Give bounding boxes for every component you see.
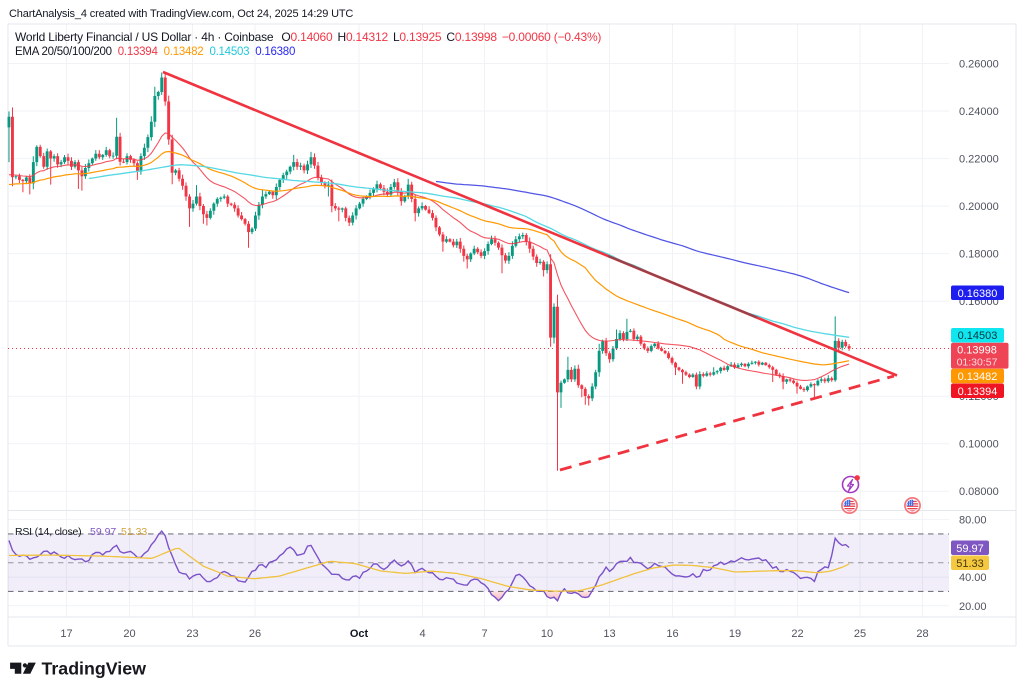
svg-text:23: 23 xyxy=(186,628,198,640)
svg-text:22: 22 xyxy=(791,628,803,640)
svg-text:0.16380: 0.16380 xyxy=(958,288,998,300)
svg-text:17: 17 xyxy=(60,628,72,640)
svg-text:26: 26 xyxy=(249,628,261,640)
svg-text:0.13394: 0.13394 xyxy=(958,386,998,398)
svg-text:0.13482: 0.13482 xyxy=(958,371,998,383)
svg-text:0.24000: 0.24000 xyxy=(959,106,999,118)
svg-text:ChartAnalysis_4 created with T: ChartAnalysis_4 created with TradingView… xyxy=(9,8,353,20)
svg-text:13: 13 xyxy=(603,628,615,640)
svg-text:4: 4 xyxy=(419,628,425,640)
svg-text:0.14503: 0.14503 xyxy=(958,330,998,342)
svg-text:40.00: 40.00 xyxy=(959,572,987,584)
svg-text:59.97: 59.97 xyxy=(90,526,116,538)
svg-text:51.33: 51.33 xyxy=(121,526,147,538)
svg-text:TradingView: TradingView xyxy=(42,658,147,678)
svg-text:7: 7 xyxy=(481,628,487,640)
svg-text:28: 28 xyxy=(916,628,928,640)
svg-text:0.13998: 0.13998 xyxy=(957,345,997,357)
svg-text:16: 16 xyxy=(666,628,678,640)
svg-text:20.00: 20.00 xyxy=(959,601,987,613)
svg-text:01:30:57: 01:30:57 xyxy=(957,356,998,368)
svg-text:10: 10 xyxy=(541,628,553,640)
svg-text:20: 20 xyxy=(123,628,135,640)
svg-text:59.97: 59.97 xyxy=(956,543,984,555)
svg-text:0.10000: 0.10000 xyxy=(959,439,999,451)
svg-text:25: 25 xyxy=(854,628,866,640)
svg-text:RSI (14, close): RSI (14, close) xyxy=(15,526,81,538)
svg-text:51.33: 51.33 xyxy=(956,558,984,570)
svg-text:0.08000: 0.08000 xyxy=(959,486,999,498)
svg-text:19: 19 xyxy=(729,628,741,640)
svg-text:0.20000: 0.20000 xyxy=(959,201,999,213)
svg-text:0.18000: 0.18000 xyxy=(959,249,999,261)
svg-text:0.22000: 0.22000 xyxy=(959,154,999,166)
svg-text:0.26000: 0.26000 xyxy=(959,59,999,71)
svg-text:World Liberty Financial / US D: World Liberty Financial / US Dollar · 4h… xyxy=(15,30,601,44)
svg-text:80.00: 80.00 xyxy=(959,515,987,527)
svg-text:Oct: Oct xyxy=(350,628,369,640)
